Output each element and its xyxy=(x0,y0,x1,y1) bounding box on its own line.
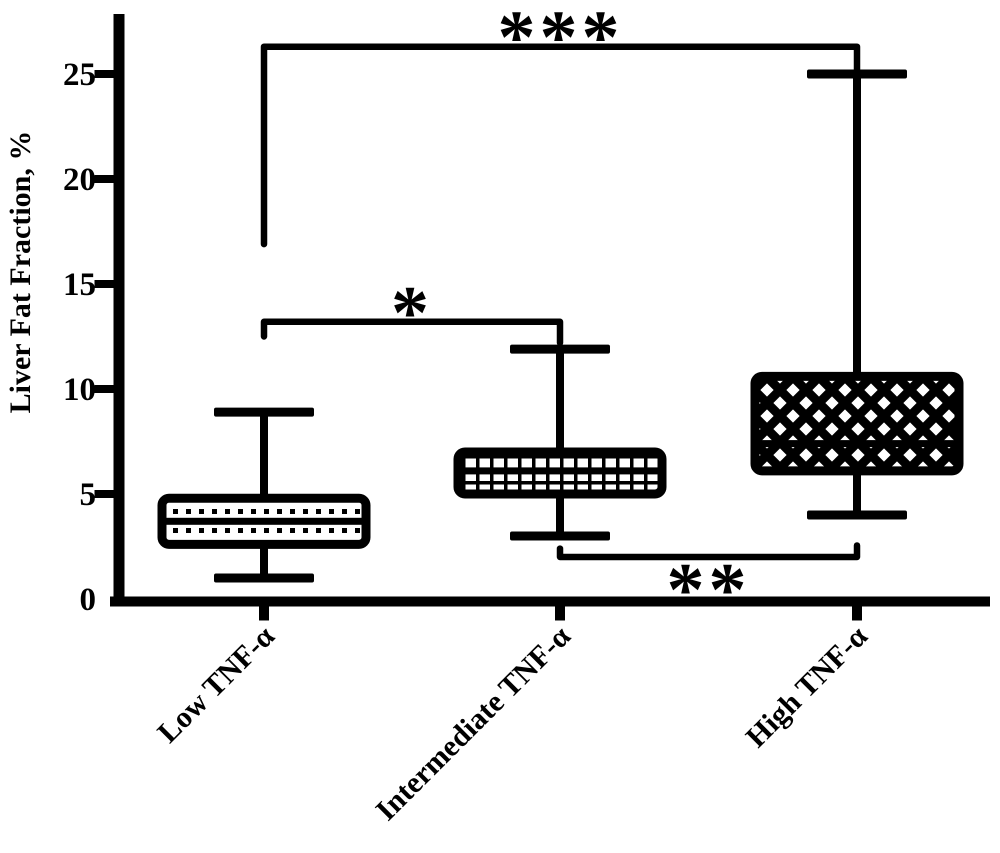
significance-bracket-2-star xyxy=(556,542,861,561)
y-tick-label-20: 20 xyxy=(63,162,96,198)
y-tick-label-0: 0 xyxy=(80,582,97,618)
y-tick-label-25: 25 xyxy=(63,57,96,93)
median-line-intermediate-tnf-alpha xyxy=(462,467,658,475)
y-tick-label-5: 5 xyxy=(80,477,97,513)
upper-whisker-cap-intermediate-tnf-alpha xyxy=(510,344,610,354)
x-axis-line xyxy=(110,596,990,607)
boxplot-low-tnf-alpha xyxy=(157,407,371,583)
lower-whisker-cap-high-tnf-alpha xyxy=(807,510,907,520)
x-tick-high-tnf-alpha xyxy=(852,606,862,621)
lower-whisker-cap-intermediate-tnf-alpha xyxy=(510,531,610,541)
x-category-label-low-tnf-alpha: Low TNF-α xyxy=(151,619,281,749)
y-tick-25 xyxy=(94,70,114,78)
y-axis-title: Liver Fat Fraction, % xyxy=(4,131,37,414)
lower-whisker-high-tnf-alpha xyxy=(853,470,861,515)
significance-label-3-star: *** xyxy=(498,0,624,80)
box-high-tnf-alpha xyxy=(750,371,964,476)
y-tick-15 xyxy=(94,280,114,288)
upper-whisker-cap-low-tnf-alpha xyxy=(214,407,314,417)
upper-whisker-high-tnf-alpha xyxy=(853,74,861,377)
median-line-low-tnf-alpha xyxy=(166,517,362,525)
y-axis-line xyxy=(113,14,125,607)
upper-whisker-intermediate-tnf-alpha xyxy=(556,349,564,452)
lower-whisker-cap-low-tnf-alpha xyxy=(214,573,314,583)
upper-whisker-cap-high-tnf-alpha xyxy=(807,69,907,79)
median-line-high-tnf-alpha xyxy=(759,440,955,448)
significance-bracket-3-star xyxy=(260,43,861,248)
x-tick-low-tnf-alpha xyxy=(259,606,269,621)
y-tick-5 xyxy=(94,490,114,498)
boxplot-intermediate-tnf-alpha xyxy=(453,344,667,541)
upper-whisker-low-tnf-alpha xyxy=(260,412,268,499)
y-tick-20 xyxy=(94,175,114,183)
y-tick-label-15: 15 xyxy=(63,267,96,303)
x-category-label-high-tnf-alpha: High TNF-α xyxy=(740,619,875,754)
y-tick-label-10: 10 xyxy=(63,372,96,408)
boxplot-high-tnf-alpha xyxy=(750,69,964,520)
x-tick-intermediate-tnf-alpha xyxy=(555,606,565,621)
y-tick-10 xyxy=(94,385,114,393)
significance-label-1-star: * xyxy=(391,271,433,355)
x-category-label-intermediate-tnf-alpha: Intermediate TNF-α xyxy=(370,619,578,827)
lower-whisker-low-tnf-alpha xyxy=(260,544,268,578)
significance-label-2-star: ** xyxy=(667,548,751,632)
lower-whisker-intermediate-tnf-alpha xyxy=(556,494,564,536)
significance-bracket-1-star xyxy=(260,318,564,347)
